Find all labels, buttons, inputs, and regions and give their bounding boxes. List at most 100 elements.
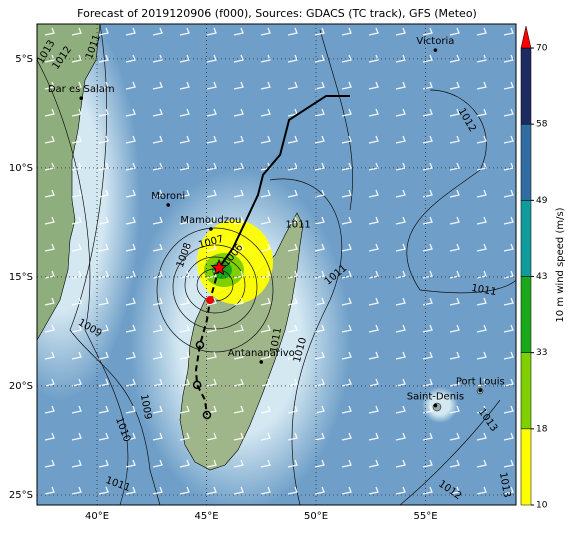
barb — [233, 108, 244, 117]
barb — [422, 351, 433, 360]
barb — [422, 81, 433, 90]
barb — [368, 54, 379, 63]
barb — [368, 405, 379, 414]
barb — [449, 351, 460, 360]
barb — [71, 243, 82, 252]
barb — [152, 81, 163, 90]
colorbar-extend — [520, 25, 532, 49]
barb — [287, 405, 298, 414]
barb — [287, 378, 298, 387]
barb — [314, 216, 325, 225]
barb — [98, 243, 109, 252]
barb — [476, 27, 487, 36]
barb — [395, 405, 406, 414]
barb — [449, 297, 460, 306]
barb — [395, 351, 406, 360]
barb — [44, 54, 55, 63]
barb — [368, 243, 379, 252]
y-tick-label: 20°S — [9, 381, 33, 392]
island — [432, 402, 442, 412]
barb — [287, 351, 298, 360]
place-marker — [433, 48, 438, 52]
barb — [341, 405, 352, 414]
barb — [503, 270, 514, 279]
barb — [395, 459, 406, 468]
barb — [449, 54, 460, 63]
barb — [314, 324, 325, 333]
barb — [503, 189, 514, 198]
barb — [152, 486, 163, 495]
barb — [44, 81, 55, 90]
barb — [98, 432, 109, 441]
barb — [503, 297, 514, 306]
barb — [233, 270, 244, 279]
barb — [206, 351, 217, 360]
barb — [98, 135, 109, 144]
isobar-label: 1013 — [497, 472, 512, 499]
barb — [503, 459, 514, 468]
barb — [44, 108, 55, 117]
barb — [233, 243, 244, 252]
barb — [287, 81, 298, 90]
barb — [422, 216, 433, 225]
africa — [37, 24, 101, 341]
barb — [314, 486, 325, 495]
barb — [449, 459, 460, 468]
barb — [206, 216, 217, 225]
barb — [44, 216, 55, 225]
barb — [179, 108, 190, 117]
barb — [125, 81, 136, 90]
barb — [71, 378, 82, 387]
barb — [179, 432, 190, 441]
y-tick-label: 5°S — [15, 54, 33, 65]
barb — [233, 54, 244, 63]
isobar-label: 1009 — [138, 393, 153, 420]
barb — [260, 324, 271, 333]
barb — [152, 135, 163, 144]
barb — [71, 351, 82, 360]
barb — [503, 324, 514, 333]
barb — [233, 324, 244, 333]
barb — [260, 216, 271, 225]
barb — [476, 270, 487, 279]
barb — [422, 486, 433, 495]
barb — [152, 189, 163, 198]
barb — [503, 81, 514, 90]
barb — [341, 108, 352, 117]
barb — [422, 108, 433, 117]
barb — [395, 216, 406, 225]
barb — [98, 405, 109, 414]
barb — [152, 54, 163, 63]
barb — [125, 243, 136, 252]
barb — [233, 189, 244, 198]
barb — [503, 432, 514, 441]
barb — [152, 351, 163, 360]
x-tick-label: 40°E — [85, 511, 109, 522]
barb — [341, 54, 352, 63]
barb — [422, 135, 433, 144]
barb — [233, 135, 244, 144]
place-label: Moroni — [151, 191, 185, 202]
colorbar-tick-label: 49 — [536, 196, 548, 206]
barb — [206, 189, 217, 198]
barb — [260, 459, 271, 468]
place-marker — [79, 96, 84, 100]
barb — [125, 189, 136, 198]
barb — [71, 135, 82, 144]
barb — [44, 270, 55, 279]
barb — [260, 432, 271, 441]
barb — [422, 270, 433, 279]
barb — [449, 108, 460, 117]
barb — [152, 432, 163, 441]
place-label: Mamoudzou — [180, 215, 241, 226]
colorbar-segment — [520, 200, 532, 277]
barb — [206, 432, 217, 441]
barb — [395, 81, 406, 90]
barb — [449, 270, 460, 279]
barb — [449, 135, 460, 144]
barb — [206, 108, 217, 117]
barb — [341, 270, 352, 279]
barb — [98, 351, 109, 360]
barb — [152, 459, 163, 468]
barb — [179, 27, 190, 36]
